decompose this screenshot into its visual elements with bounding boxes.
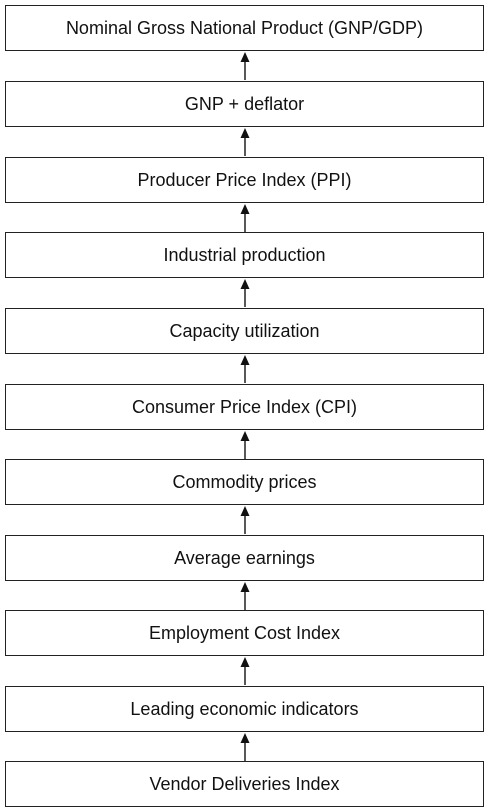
- arrow-up-icon: [240, 52, 250, 80]
- arrow-up-icon: [240, 431, 250, 459]
- node-label: Producer Price Index (PPI): [137, 169, 352, 190]
- node-average-earnings: Average earnings: [5, 535, 484, 581]
- node-ppi: Producer Price Index (PPI): [5, 157, 484, 203]
- node-label: Leading economic indicators: [130, 698, 359, 719]
- arrow-up-icon: [240, 582, 250, 610]
- node-cpi: Consumer Price Index (CPI): [5, 384, 484, 430]
- node-label: Vendor Deliveries Index: [149, 773, 340, 794]
- node-label: GNP + deflator: [184, 93, 305, 114]
- arrow-up-icon: [240, 204, 250, 232]
- arrow-up-icon: [240, 355, 250, 383]
- node-capacity-utilization: Capacity utilization: [5, 308, 484, 354]
- node-vendor-deliveries-index: Vendor Deliveries Index: [5, 761, 484, 807]
- node-employment-cost-index: Employment Cost Index: [5, 610, 484, 656]
- arrow-up-icon: [240, 279, 250, 307]
- node-label: Nominal Gross National Product (GNP/GDP): [65, 17, 424, 38]
- node-leading-economic-indicators: Leading economic indicators: [5, 686, 484, 732]
- node-commodity-prices: Commodity prices: [5, 459, 484, 505]
- node-label: Capacity utilization: [169, 320, 320, 341]
- node-label: Commodity prices: [172, 471, 317, 492]
- node-label: Average earnings: [174, 547, 315, 568]
- node-industrial-production: Industrial production: [5, 232, 484, 278]
- node-label: Consumer Price Index (CPI): [131, 396, 358, 417]
- arrow-up-icon: [240, 506, 250, 534]
- node-label: Industrial production: [163, 244, 326, 265]
- node-gnp-deflator: GNP + deflator: [5, 81, 484, 127]
- node-nominal-gnp: Nominal Gross National Product (GNP/GDP): [5, 5, 484, 51]
- arrow-up-icon: [240, 733, 250, 761]
- arrow-up-icon: [240, 657, 250, 685]
- arrow-up-icon: [240, 128, 250, 156]
- node-label: Employment Cost Index: [148, 622, 341, 643]
